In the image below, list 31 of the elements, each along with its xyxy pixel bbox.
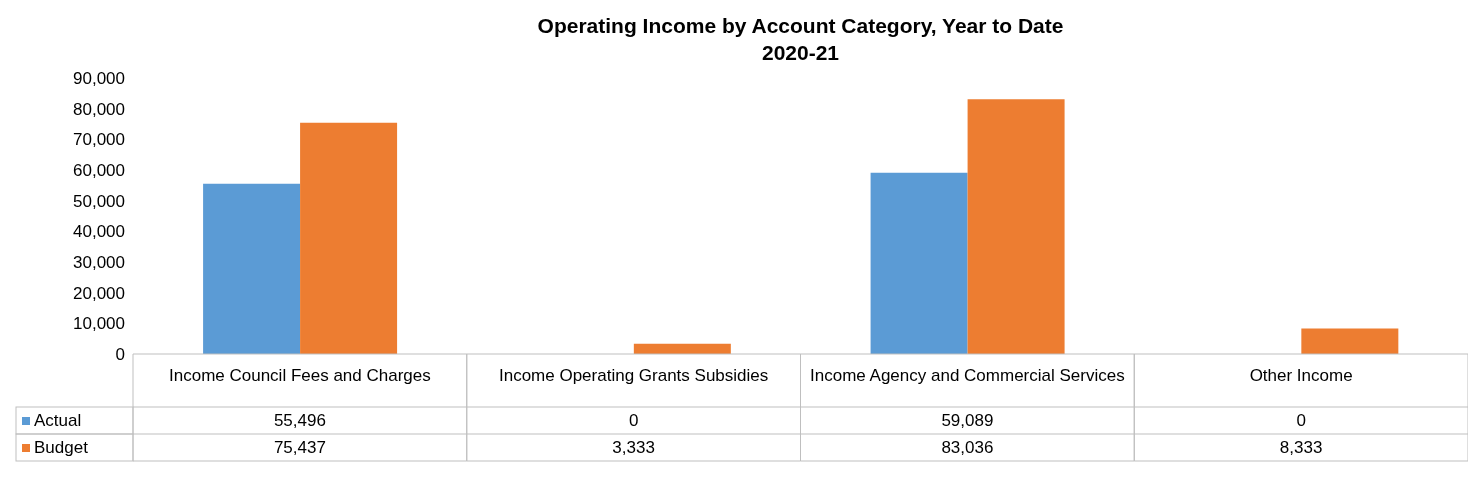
data-label: 0 <box>628 411 639 430</box>
data-label: 3,333 <box>612 438 655 457</box>
bar <box>870 172 968 354</box>
x-tick-label: Income Council Fees and Charges <box>169 365 431 385</box>
data-label: 0 <box>1296 411 1306 430</box>
y-tick-label: 70,000 <box>73 130 125 150</box>
y-tick-label: 10,000 <box>73 314 125 334</box>
bar <box>300 122 398 354</box>
bar <box>1301 328 1399 354</box>
y-tick-label: 50,000 <box>73 191 125 211</box>
y-tick-label: 60,000 <box>73 161 125 181</box>
x-tick-label: Other Income <box>1249 365 1353 385</box>
data-label: 59,089 <box>941 411 994 430</box>
data-label: 83,036 <box>941 438 994 457</box>
bar <box>203 183 301 354</box>
data-label: 75,437 <box>273 438 326 457</box>
x-tick-label: Income Operating Grants Subsidies <box>498 365 769 385</box>
x-tick-label: Income Agency and Commercial Services <box>810 365 1125 385</box>
legend-label: Budget <box>34 438 89 457</box>
chart-subtitle: 2020-21 <box>760 40 841 66</box>
y-tick-label: 40,000 <box>73 222 125 242</box>
bar <box>967 99 1065 354</box>
data-label: 55,496 <box>273 411 326 430</box>
y-tick-label: 80,000 <box>73 99 125 119</box>
chart-title: Operating Income by Account Category, Year to Date <box>536 13 1065 39</box>
y-tick-label: 30,000 <box>73 253 125 273</box>
y-tick-label: 0 <box>115 345 125 365</box>
y-tick-label: 90,000 <box>73 69 125 89</box>
legend-label: Actual <box>34 411 82 430</box>
y-tick-label: 20,000 <box>73 283 125 303</box>
data-label: 8,333 <box>1279 438 1323 457</box>
